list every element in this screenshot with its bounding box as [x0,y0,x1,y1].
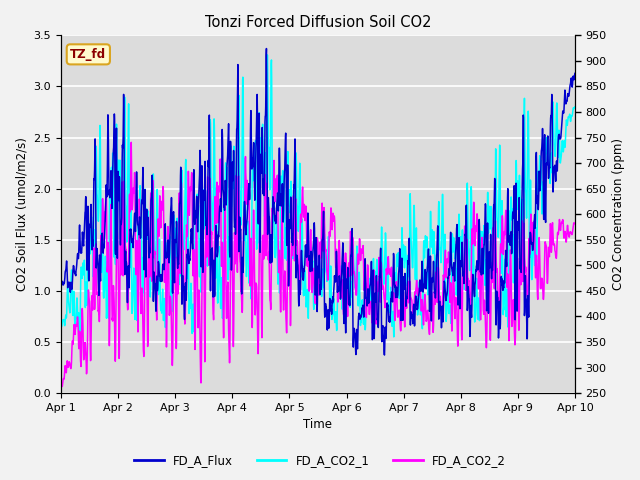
Y-axis label: CO2 Concentration (ppm): CO2 Concentration (ppm) [612,138,625,290]
FD_A_Flux [200,197,208,203]
FD_A_CO2_1 [57,324,65,329]
Line: FD_A_CO2_2: FD_A_CO2_2 [61,142,575,386]
Y-axis label: CO2 Soil Flux (umol/m2/s): CO2 Soil Flux (umol/m2/s) [15,137,28,291]
FD_A_CO2_1 [468,186,476,192]
FD_A_Flux [57,283,65,288]
FD_A_CO2_2 [526,247,534,253]
FD_A_Flux [468,312,476,317]
FD_A_CO2_1 [526,222,534,228]
FD_A_CO2_1 [540,171,548,177]
FD_A_Flux [333,253,340,259]
FD_A_Flux [540,169,548,175]
FD_A_CO2_2 [57,383,65,388]
FD_A_CO2_2 [468,262,476,267]
FD_A_CO2_2 [201,359,209,365]
FD_A_Flux [344,265,351,271]
Legend: FD_A_Flux, FD_A_CO2_1, FD_A_CO2_2: FD_A_Flux, FD_A_CO2_1, FD_A_CO2_2 [129,449,511,472]
FD_A_CO2_2 [127,139,135,145]
FD_A_CO2_2 [333,254,340,260]
Line: FD_A_Flux: FD_A_Flux [61,48,575,355]
FD_A_Flux [262,46,270,51]
X-axis label: Time: Time [303,419,332,432]
FD_A_CO2_1 [333,328,340,334]
FD_A_CO2_2 [344,294,352,300]
FD_A_Flux [571,71,579,76]
FD_A_CO2_1 [390,334,397,340]
FD_A_CO2_1 [200,217,208,223]
FD_A_CO2_1 [571,104,579,110]
FD_A_Flux [381,352,388,358]
FD_A_Flux [526,234,534,240]
FD_A_CO2_1 [344,268,351,274]
Text: TZ_fd: TZ_fd [70,48,106,61]
FD_A_CO2_1 [264,52,271,58]
Title: Tonzi Forced Diffusion Soil CO2: Tonzi Forced Diffusion Soil CO2 [205,15,431,30]
Line: FD_A_CO2_1: FD_A_CO2_1 [61,55,575,337]
FD_A_CO2_2 [540,276,548,281]
FD_A_CO2_2 [571,221,579,227]
FD_A_CO2_2 [58,384,66,389]
